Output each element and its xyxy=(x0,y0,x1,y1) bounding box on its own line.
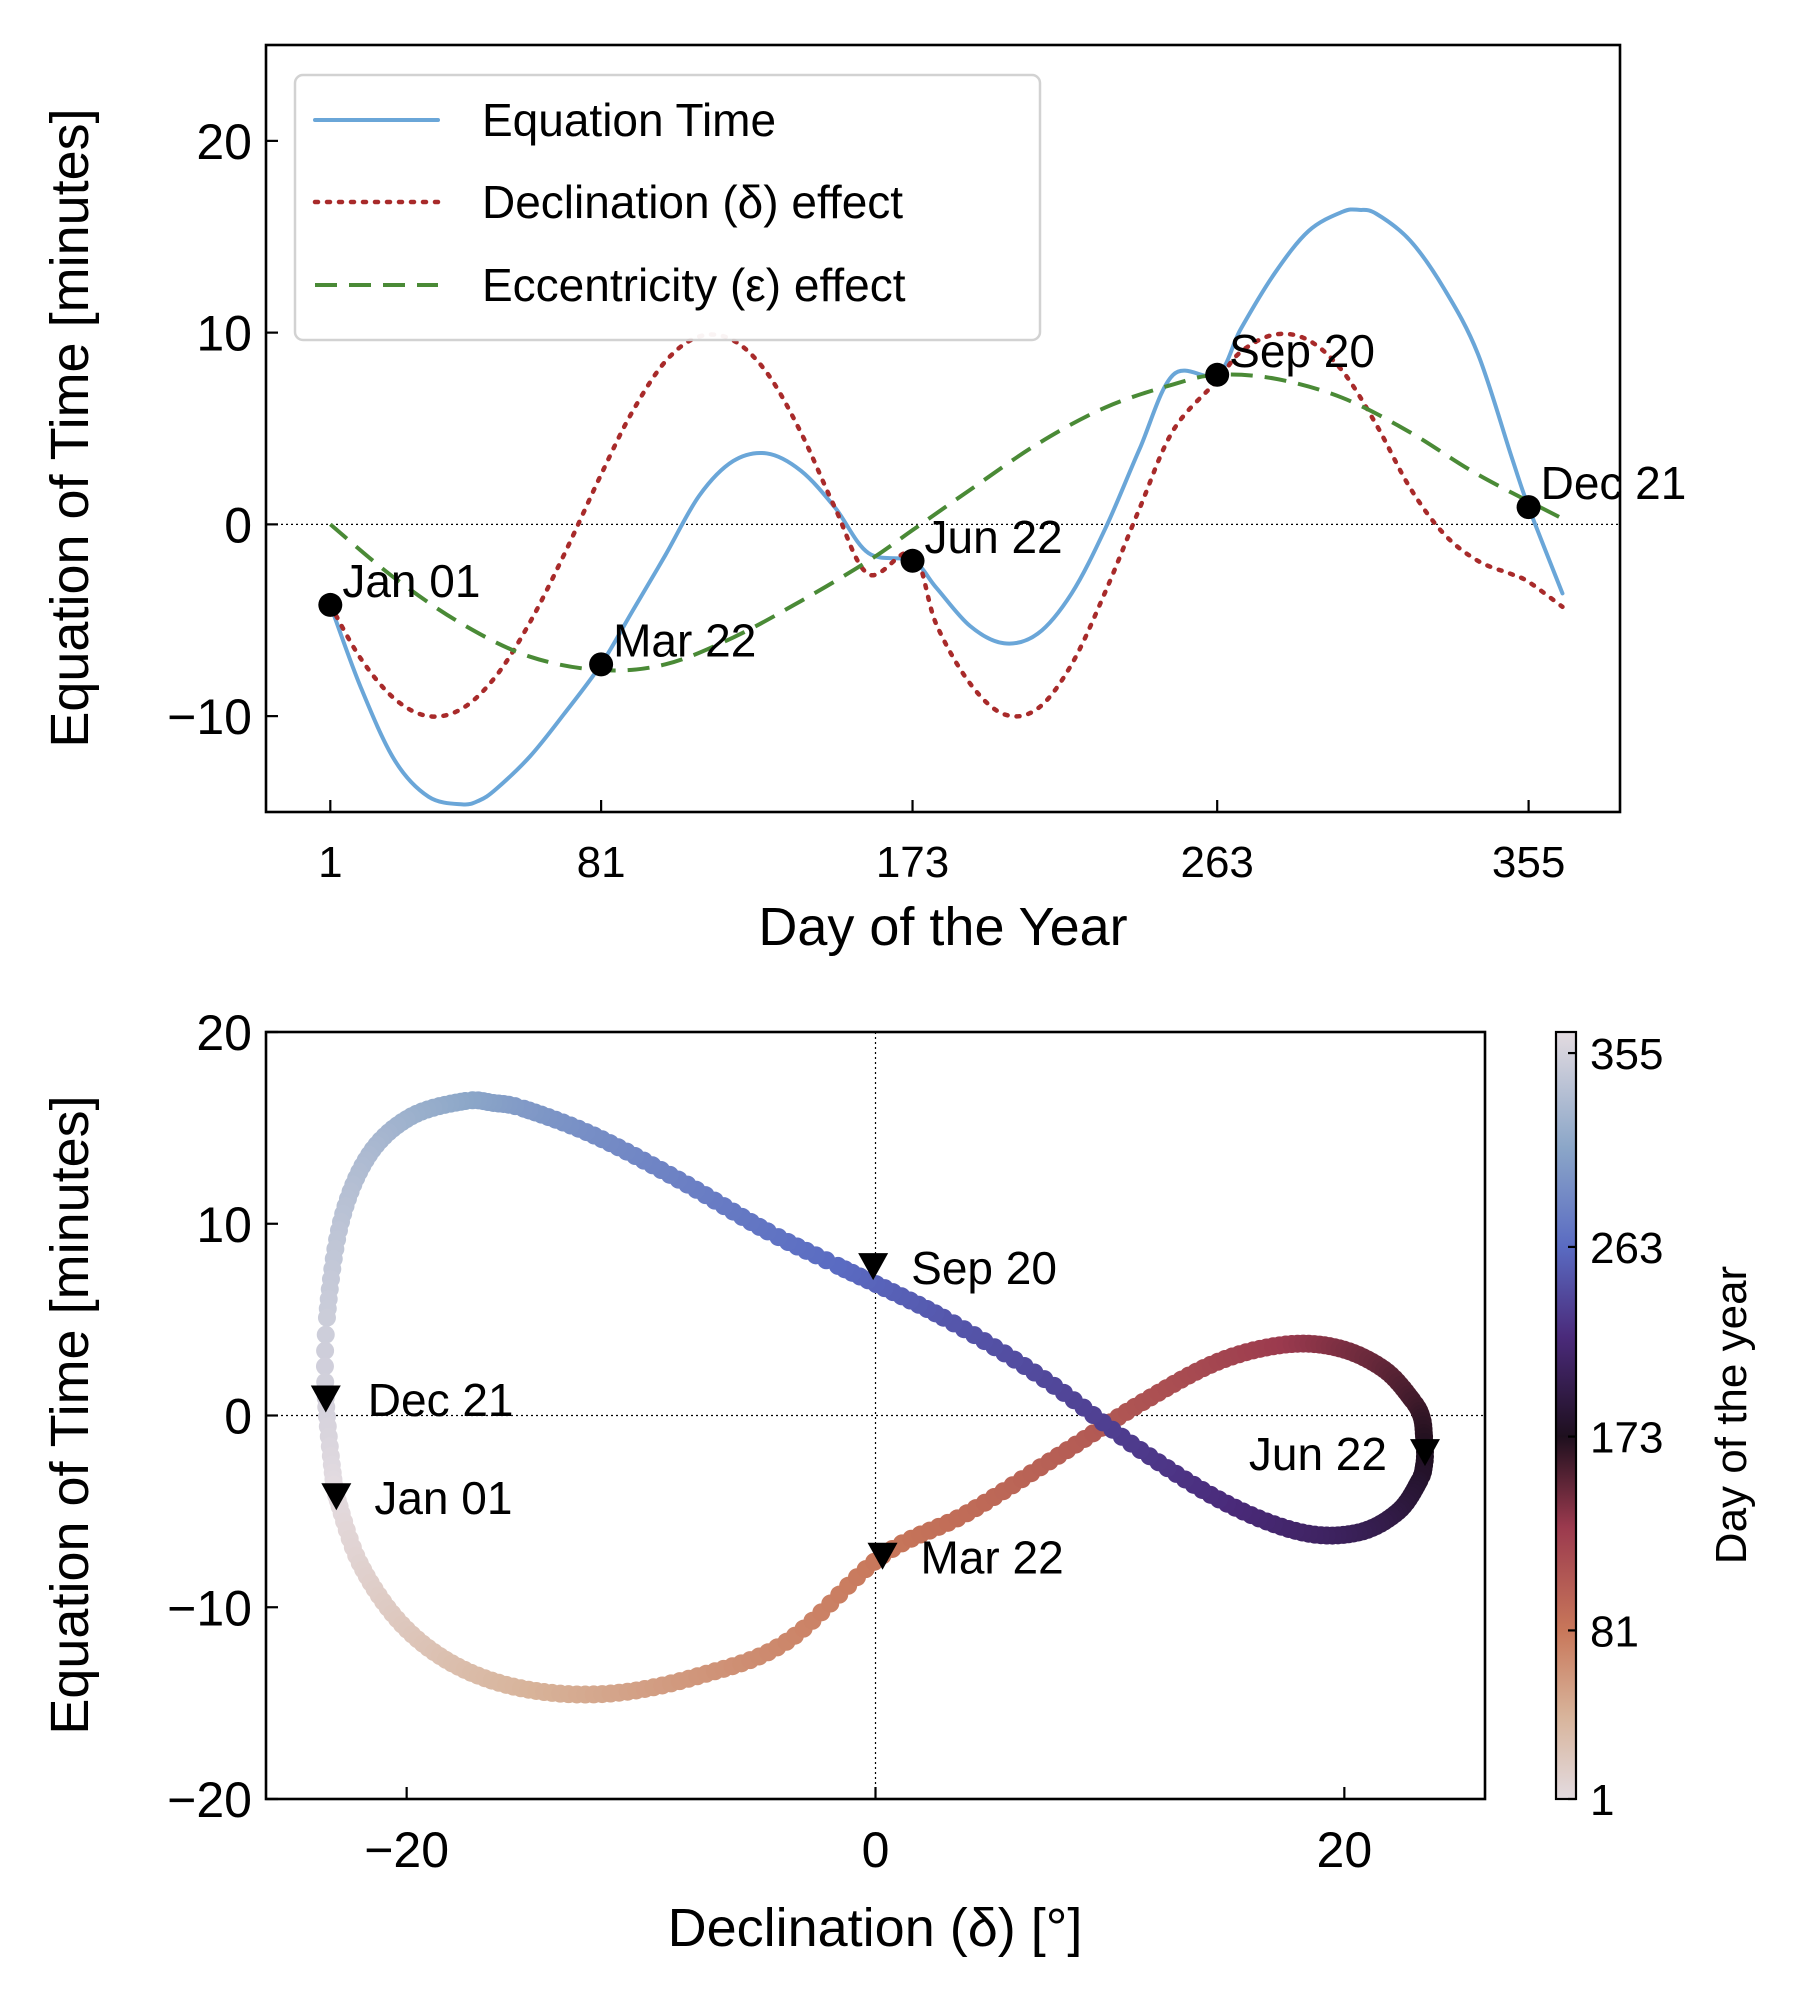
top-y-tick-label: 10 xyxy=(196,306,252,362)
analemma-curve-group xyxy=(315,1091,1434,1704)
marker-label-sep-20: Sep 20 xyxy=(911,1242,1057,1294)
top-ticks-group: 1 81 173 263 355 −10 0 10 20 xyxy=(167,114,1565,887)
marker-label-dec-21: Dec 21 xyxy=(368,1374,514,1426)
colorbar-ticks-group: 1 81 173 263 355 xyxy=(1568,1030,1663,1825)
series-line-declination-effect xyxy=(328,331,1565,719)
bottom-ticks-group: −20 0 20 −20 −10 0 10 20 xyxy=(167,1005,1372,1878)
top-panel-line-chart: Jan 01 Mar 22 Jun 22 Sep 20 Dec 21 1 81 173 263… xyxy=(40,43,1686,957)
top-y-tick-label: 0 xyxy=(224,497,252,553)
bottom-x-axis-label: Declination (δ) [°] xyxy=(668,1898,1083,1958)
legend-label-eccentricity: Eccentricity (ε) effect xyxy=(482,259,906,311)
marker-mar-22 xyxy=(867,1542,898,1570)
colorbar-tick-label: 81 xyxy=(1590,1607,1639,1656)
marker-dec-21 xyxy=(1516,495,1541,520)
top-y-tick-label: 20 xyxy=(196,114,252,170)
marker-label-dec-21: Dec 21 xyxy=(1541,457,1687,509)
top-x-tick-label: 355 xyxy=(1492,838,1565,887)
bottom-y-tick-label: −10 xyxy=(167,1580,252,1636)
bottom-y-axis-label: Equation of Time [minutes] xyxy=(40,1095,100,1734)
bottom-plot-frame xyxy=(264,1030,1487,1801)
colorbar-gradient xyxy=(1554,1030,1578,1801)
marker-mar-22 xyxy=(589,652,614,677)
legend-label-declination: Declination (δ) effect xyxy=(482,176,903,228)
top-legend: Equation Time Declination (δ) effect Ecc… xyxy=(293,73,1042,342)
bottom-x-tick-label: 0 xyxy=(862,1822,890,1878)
marker-jan-01 xyxy=(318,592,343,617)
series-line-eccentricity-effect xyxy=(329,372,1564,673)
bottom-y-tick-label: −20 xyxy=(167,1772,252,1828)
colorbar: 1 81 173 263 355 Day of the year xyxy=(1554,1030,1756,1825)
analemma-point xyxy=(317,1308,336,1327)
top-plot-frame xyxy=(264,43,1622,814)
colorbar-label: Day of the year xyxy=(1707,1266,1756,1564)
marker-jun-22 xyxy=(1409,1439,1440,1467)
legend-label-equation-time: Equation Time xyxy=(482,94,776,146)
marker-label-jun-22: Jun 22 xyxy=(925,511,1063,563)
top-x-tick-label: 263 xyxy=(1180,838,1253,887)
colorbar-tick-label: 173 xyxy=(1590,1414,1663,1463)
bottom-x-tick-label: −20 xyxy=(364,1822,449,1878)
legend-box xyxy=(293,73,1042,342)
marker-label-sep-20: Sep 20 xyxy=(1229,325,1375,377)
bottom-x-tick-label: 20 xyxy=(1317,1822,1373,1878)
top-x-axis-label: Day of the Year xyxy=(758,897,1127,957)
marker-label-mar-22: Mar 22 xyxy=(613,614,756,666)
top-series-group xyxy=(328,207,1565,807)
marker-sep-20 xyxy=(858,1253,889,1281)
marker-dec-21 xyxy=(310,1385,341,1413)
marker-jan-01 xyxy=(321,1483,352,1511)
analemma-point xyxy=(316,1325,335,1344)
marker-label-jun-22: Jun 22 xyxy=(1249,1428,1387,1480)
top-y-tick-label: −10 xyxy=(167,689,252,745)
colorbar-tick-label: 263 xyxy=(1590,1224,1663,1273)
analemma-point xyxy=(315,1357,334,1376)
top-x-tick-label: 81 xyxy=(577,838,626,887)
top-y-axis-label: Equation of Time [minutes] xyxy=(40,108,100,747)
marker-label-jan-01: Jan 01 xyxy=(342,555,480,607)
analemma-point xyxy=(316,1341,335,1360)
bottom-markers-group: Jan 01 Mar 22 Jun 22 Sep 20 Dec 21 xyxy=(310,1242,1440,1583)
marker-sep-20 xyxy=(1205,362,1230,387)
marker-jun-22 xyxy=(900,548,925,573)
colorbar-tick-label: 355 xyxy=(1590,1030,1663,1079)
top-x-tick-label: 1 xyxy=(318,838,342,887)
series-line-equation-time xyxy=(328,207,1565,807)
top-x-tick-label: 173 xyxy=(876,838,949,887)
bottom-y-tick-label: 0 xyxy=(224,1389,252,1445)
marker-label-mar-22: Mar 22 xyxy=(921,1531,1064,1583)
bottom-y-tick-label: 20 xyxy=(196,1005,252,1061)
top-markers-group: Jan 01 Mar 22 Jun 22 Sep 20 Dec 21 xyxy=(318,325,1686,677)
marker-label-jan-01: Jan 01 xyxy=(374,1472,512,1524)
colorbar-tick-label: 1 xyxy=(1590,1776,1614,1825)
bottom-y-tick-label: 10 xyxy=(196,1197,252,1253)
